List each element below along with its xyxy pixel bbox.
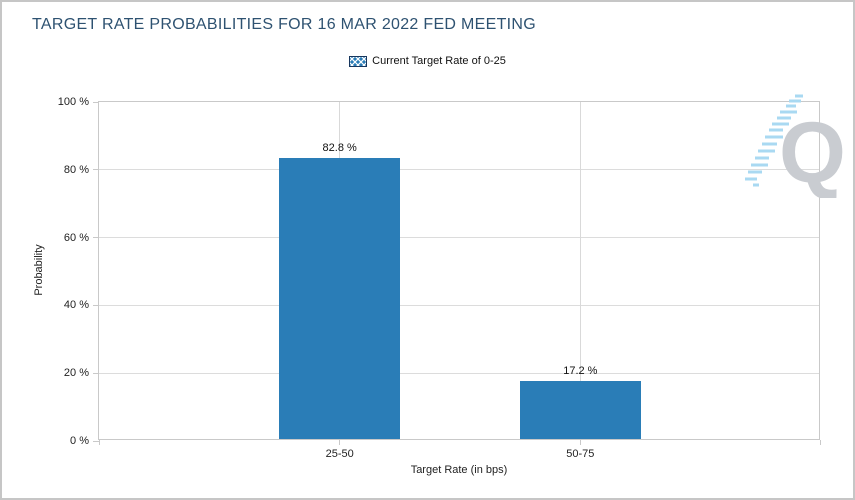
y-axis-tick xyxy=(93,169,99,171)
y-axis-tick xyxy=(93,304,99,306)
y-gridline xyxy=(99,237,819,239)
y-tick-label: 60 % xyxy=(63,231,89,244)
y-tick-label: 0 % xyxy=(70,435,89,447)
axis-edge-tick xyxy=(99,440,100,445)
y-tick-label: 20 % xyxy=(63,367,89,380)
y-axis-title: Probability xyxy=(33,244,45,296)
chart-title: TARGET RATE PROBABILITIES FOR 16 MAR 202… xyxy=(32,16,537,33)
bar-value-label: 82.8 % xyxy=(322,142,357,155)
plot-area: 0 % 20 % 40 % 60 % 80 % 100 % 82.8 % 25-50 17.2 … xyxy=(58,96,821,460)
category-gridline xyxy=(579,102,581,439)
axis-edge-tick xyxy=(820,440,821,445)
x-tick-label: 50-75 xyxy=(566,448,595,460)
bar-50-75[interactable] xyxy=(519,380,641,439)
y-gridline xyxy=(99,304,819,306)
x-tick-label: 25-50 xyxy=(325,448,354,460)
y-axis-tick xyxy=(93,237,99,239)
y-axis-tick xyxy=(93,372,99,374)
bar-25-50[interactable] xyxy=(279,158,401,439)
legend-swatch-icon xyxy=(349,55,368,67)
x-axis-tick xyxy=(579,440,581,445)
x-axis-title: Target Rate (in bps) xyxy=(410,464,508,476)
y-axis-tick xyxy=(93,101,99,103)
y-tick-label: 80 % xyxy=(63,163,89,176)
y-tick-label: 40 % xyxy=(63,299,89,312)
y-axis-tick xyxy=(93,440,99,442)
y-gridline xyxy=(99,169,819,171)
bar-value-label: 17.2 % xyxy=(563,364,598,377)
legend[interactable]: Current Target Rate of 0-25 xyxy=(2,55,853,67)
x-axis-tick xyxy=(339,440,341,445)
y-tick-label: 100 % xyxy=(57,96,89,108)
legend-label: Current Target Rate of 0-25 xyxy=(372,55,506,67)
y-gridline xyxy=(99,372,819,374)
